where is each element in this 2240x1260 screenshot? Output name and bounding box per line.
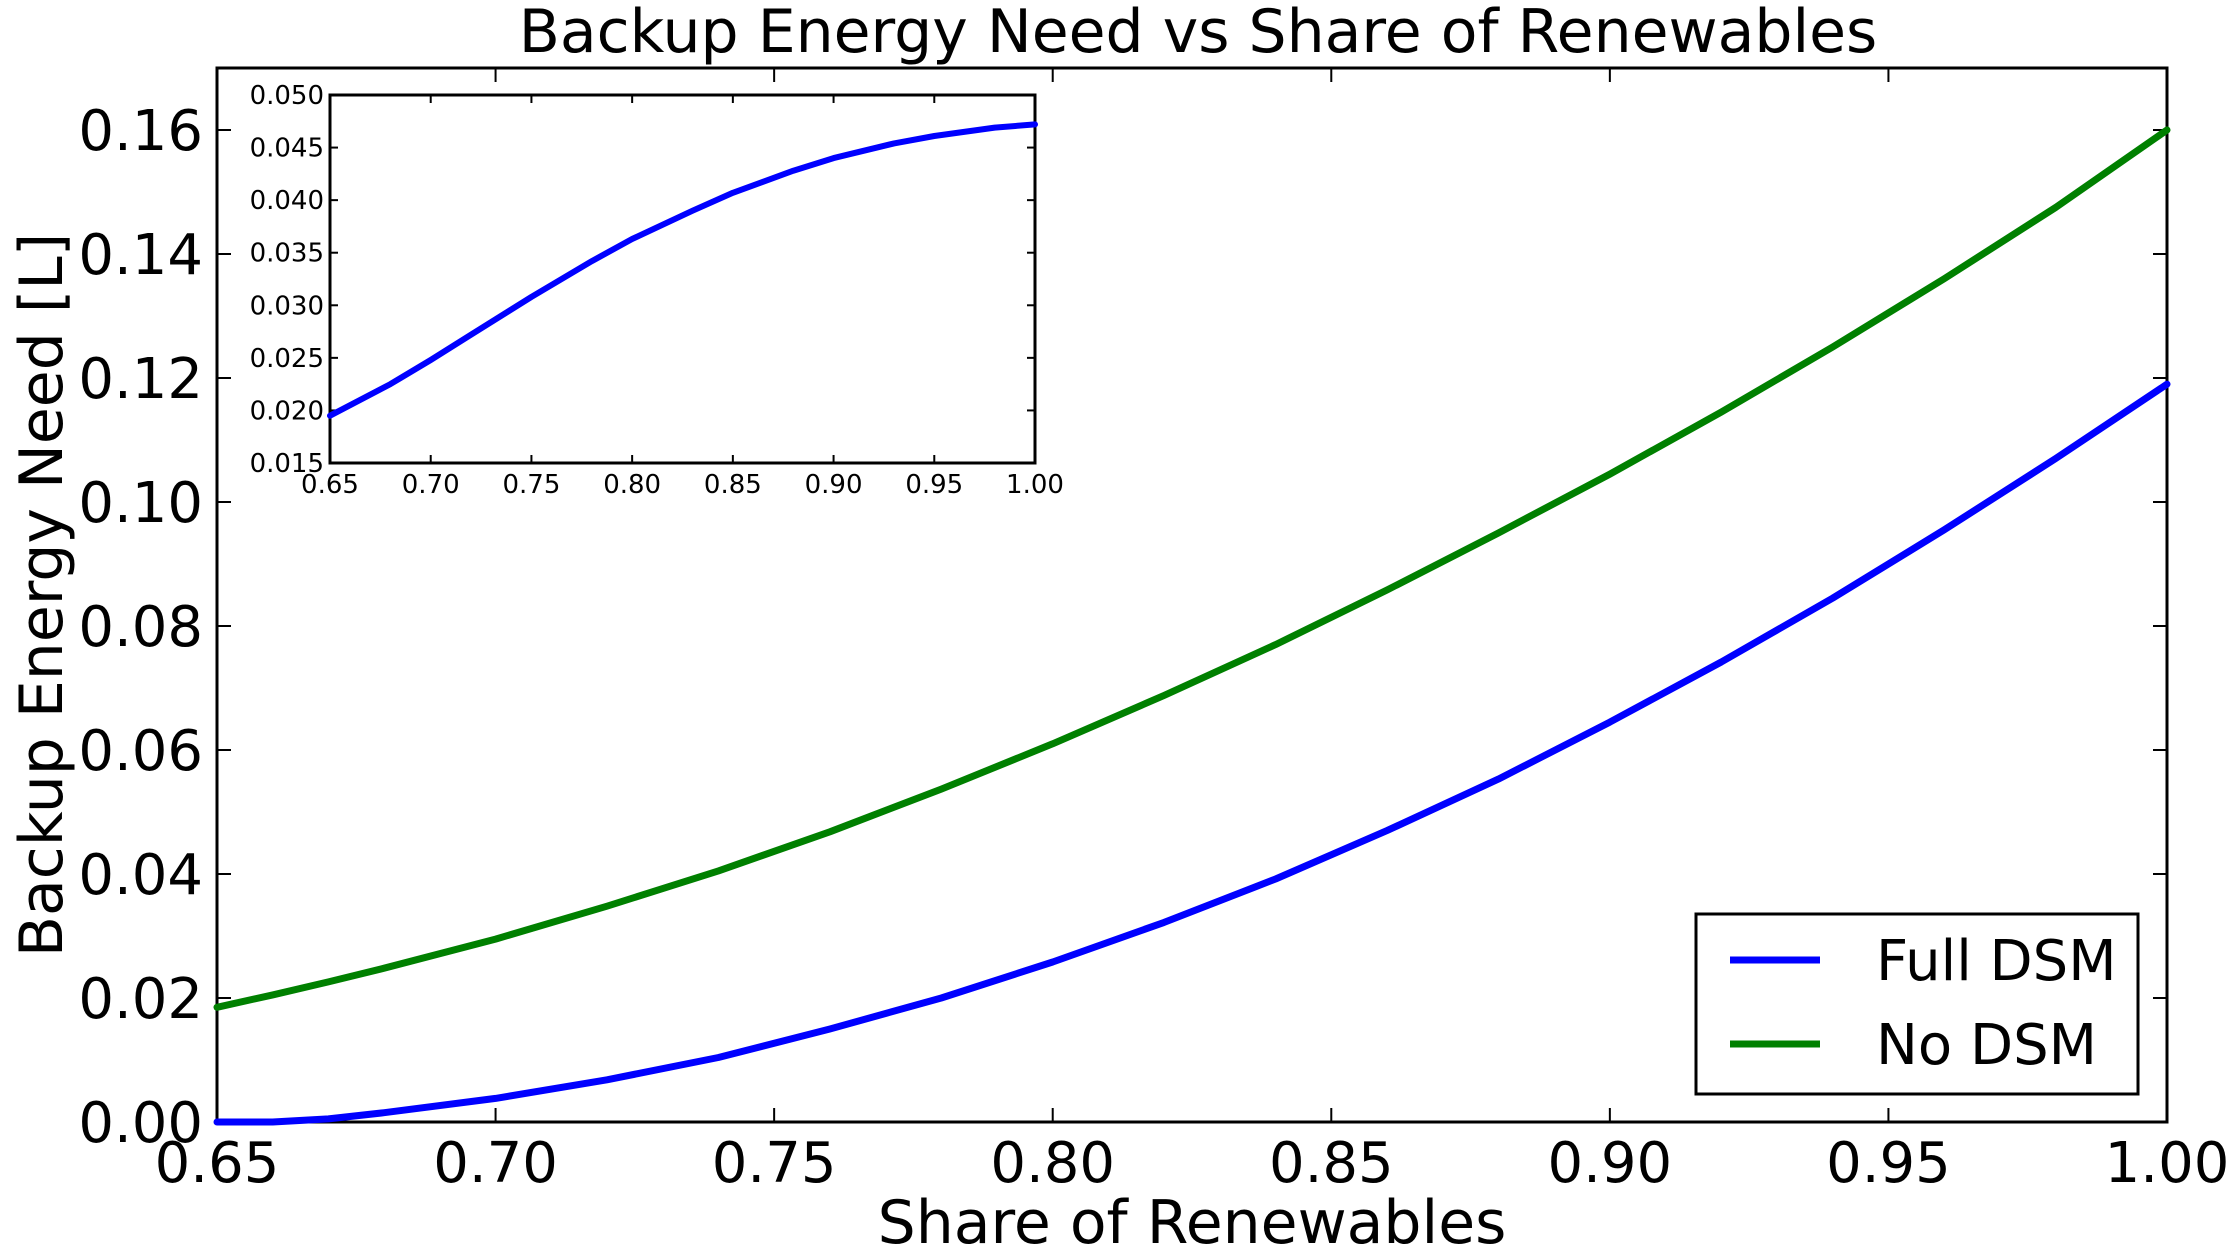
y-tick-label: 0.040 bbox=[250, 186, 324, 216]
y-tick-label: 0.045 bbox=[250, 134, 324, 164]
y-tick-label: 0.050 bbox=[250, 81, 324, 111]
x-tick-label: 0.85 bbox=[704, 470, 762, 500]
x-tick-label: 0.90 bbox=[805, 470, 863, 500]
legend-box bbox=[1694, 912, 2140, 1096]
series-line-no-dsm bbox=[213, 126, 2171, 1011]
y-tick-label: 0.08 bbox=[78, 595, 203, 660]
y-tick-label: 0.035 bbox=[250, 239, 324, 269]
main-ticks: 0.65 0.70 0.75 0.80 0.85 0.90 0.95 1.00 0.00 0.02… bbox=[78, 68, 2229, 1196]
x-tick-label: 0.65 bbox=[301, 470, 359, 500]
series-line-0 bbox=[327, 121, 1038, 419]
y-tick-label: 0.015 bbox=[250, 449, 324, 479]
series-line-full-dsm bbox=[213, 380, 2171, 1126]
x-axis-label: Share of Renewables bbox=[878, 1188, 1507, 1258]
main-series bbox=[213, 126, 2171, 1126]
y-tick-label: 0.06 bbox=[78, 719, 203, 784]
inset-plot-area bbox=[328, 93, 1037, 465]
y-tick-label: 0.030 bbox=[250, 291, 324, 321]
x-tick-label: 0.70 bbox=[402, 470, 460, 500]
x-tick-label: 0.65 bbox=[155, 1131, 280, 1196]
x-tick-label: 1.00 bbox=[2105, 1131, 2230, 1196]
y-tick-label: 0.12 bbox=[78, 347, 203, 412]
y-tick-label: 0.16 bbox=[78, 99, 203, 164]
y-tick-label: 0.020 bbox=[250, 396, 324, 426]
x-tick-label: 0.75 bbox=[502, 470, 560, 500]
legend-label-full-dsm: Full DSM bbox=[1876, 929, 2117, 994]
chart-title: Backup Energy Need vs Share of Renewable… bbox=[519, 0, 1878, 67]
inset-series bbox=[327, 121, 1038, 419]
legend-label-no-dsm: No DSM bbox=[1876, 1013, 2097, 1078]
y-tick-label: 0.04 bbox=[78, 843, 203, 908]
y-axis-label: Backup Energy Need [L] bbox=[7, 233, 77, 957]
x-tick-label: 0.95 bbox=[1826, 1131, 1951, 1196]
y-tick-label: 0.00 bbox=[78, 1091, 203, 1156]
x-tick-label: 0.75 bbox=[712, 1131, 837, 1196]
y-tick-label: 0.10 bbox=[78, 471, 203, 536]
y-tick-label: 0.02 bbox=[78, 967, 203, 1032]
x-tick-label: 0.95 bbox=[905, 470, 963, 500]
legend: Full DSM No DSM bbox=[1694, 912, 2140, 1096]
x-tick-label: 0.80 bbox=[603, 470, 661, 500]
x-tick-label: 0.85 bbox=[1269, 1131, 1394, 1196]
y-tick-label: 0.14 bbox=[78, 223, 203, 288]
x-tick-label: 0.90 bbox=[1548, 1131, 1673, 1196]
inset-ticks: 0.65 0.70 0.75 0.80 0.85 0.90 0.95 1.00 0.015 0.0… bbox=[250, 81, 1064, 500]
x-tick-label: 0.80 bbox=[990, 1131, 1115, 1196]
x-tick-label: 0.70 bbox=[433, 1131, 558, 1196]
y-tick-label: 0.025 bbox=[250, 344, 324, 374]
x-tick-label: 1.00 bbox=[1006, 470, 1064, 500]
